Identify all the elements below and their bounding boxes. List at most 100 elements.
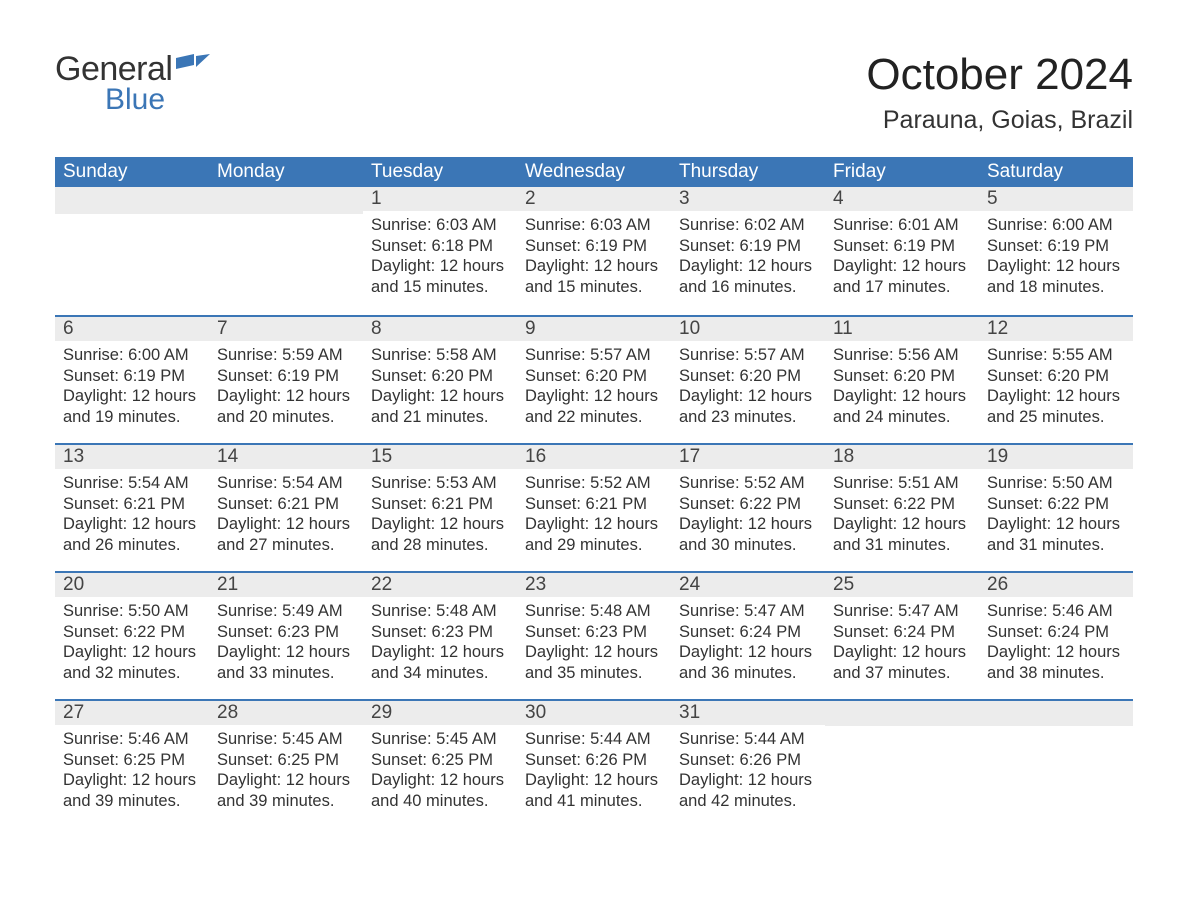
sunrise-line: Sunrise: 5:47 AM: [679, 601, 817, 622]
daylight-line: Daylight: 12 hours and 39 minutes.: [217, 770, 355, 811]
day-body: Sunrise: 5:48 AMSunset: 6:23 PMDaylight:…: [517, 597, 671, 690]
day-body: Sunrise: 5:45 AMSunset: 6:25 PMDaylight:…: [363, 725, 517, 818]
sunrise-line: Sunrise: 6:01 AM: [833, 215, 971, 236]
day-number: 7: [209, 315, 363, 341]
sunrise-line: Sunrise: 6:00 AM: [987, 215, 1125, 236]
day-body: Sunrise: 5:46 AMSunset: 6:25 PMDaylight:…: [55, 725, 209, 818]
sunset-line: Sunset: 6:25 PM: [217, 750, 355, 771]
day-body: Sunrise: 5:44 AMSunset: 6:26 PMDaylight:…: [517, 725, 671, 818]
sunset-line: Sunset: 6:22 PM: [63, 622, 201, 643]
calendar-cell: 26Sunrise: 5:46 AMSunset: 6:24 PMDayligh…: [979, 571, 1133, 699]
calendar-cell: 31Sunrise: 5:44 AMSunset: 6:26 PMDayligh…: [671, 699, 825, 827]
day-number: 16: [517, 443, 671, 469]
empty-daynum-bar: [979, 699, 1133, 726]
day-number: 14: [209, 443, 363, 469]
sunset-line: Sunset: 6:20 PM: [833, 366, 971, 387]
day-number: 15: [363, 443, 517, 469]
daylight-line: Daylight: 12 hours and 36 minutes.: [679, 642, 817, 683]
sunset-line: Sunset: 6:20 PM: [525, 366, 663, 387]
calendar-cell: 12 Sunrise: 5:55 AMSunset: 6:20 PMDayligh…: [979, 315, 1133, 443]
calendar-cell: [209, 187, 363, 315]
sunset-line: Sunset: 6:21 PM: [217, 494, 355, 515]
calendar-cell: 1Sunrise: 6:03 AMSunset: 6:18 PMDaylight…: [363, 187, 517, 315]
daylight-line: Daylight: 12 hours and 27 minutes.: [217, 514, 355, 555]
day-body: Sunrise: 5:47 AMSunset: 6:24 PMDaylight:…: [671, 597, 825, 690]
day-body: Sunrise: 5:57 AMSunset: 6:20 PMDaylight:…: [517, 341, 671, 434]
calendar-cell: 8Sunrise: 5:58 AMSunset: 6:20 PMDaylight…: [363, 315, 517, 443]
day-body: Sunrise: 6:03 AMSunset: 6:19 PMDaylight:…: [517, 211, 671, 304]
sunrise-line: Sunrise: 5:51 AM: [833, 473, 971, 494]
calendar-cell: 25Sunrise: 5:47 AMSunset: 6:24 PMDayligh…: [825, 571, 979, 699]
day-body: Sunrise: 5:54 AMSunset: 6:21 PMDaylight:…: [55, 469, 209, 562]
sunrise-line: Sunrise: 5:58 AM: [371, 345, 509, 366]
calendar-cell: 7Sunrise: 5:59 AMSunset: 6:19 PMDaylight…: [209, 315, 363, 443]
calendar-cell: [825, 699, 979, 827]
day-body: Sunrise: 5:58 AMSunset: 6:20 PMDaylight:…: [363, 341, 517, 434]
day-number: 10: [671, 315, 825, 341]
day-number: 19: [979, 443, 1133, 469]
daylight-line: Daylight: 12 hours and 17 minutes.: [833, 256, 971, 297]
sunrise-line: Sunrise: 5:45 AM: [217, 729, 355, 750]
calendar-cell: [55, 187, 209, 315]
day-number: 28: [209, 699, 363, 725]
sunrise-line: Sunrise: 5:47 AM: [833, 601, 971, 622]
calendar-week-row: 1Sunrise: 6:03 AMSunset: 6:18 PMDaylight…: [55, 187, 1133, 315]
calendar-cell: 3Sunrise: 6:02 AMSunset: 6:19 PMDaylight…: [671, 187, 825, 315]
logo-flag-icon: [176, 54, 210, 81]
daylight-line: Daylight: 12 hours and 31 minutes.: [833, 514, 971, 555]
day-number: 3: [671, 187, 825, 211]
header-right: October 2024 Parauna, Goias, Brazil: [866, 50, 1133, 135]
calendar-cell: 9Sunrise: 5:57 AMSunset: 6:20 PMDaylight…: [517, 315, 671, 443]
daylight-line: Daylight: 12 hours and 34 minutes.: [371, 642, 509, 683]
day-body: Sunrise: 5:49 AMSunset: 6:23 PMDaylight:…: [209, 597, 363, 690]
weekday-header: Monday: [209, 157, 363, 187]
calendar-cell: 6Sunrise: 6:00 AMSunset: 6:19 PMDaylight…: [55, 315, 209, 443]
weekday-header: Sunday: [55, 157, 209, 187]
daylight-line: Daylight: 12 hours and 19 minutes.: [63, 386, 201, 427]
day-body: Sunrise: 6:00 AMSunset: 6:19 PMDaylight:…: [979, 211, 1133, 304]
daylight-line: Daylight: 12 hours and 37 minutes.: [833, 642, 971, 683]
day-number: 9: [517, 315, 671, 341]
day-number: 30: [517, 699, 671, 725]
sunset-line: Sunset: 6:24 PM: [679, 622, 817, 643]
day-number: 1: [363, 187, 517, 211]
sunset-line: Sunset: 6:23 PM: [525, 622, 663, 643]
day-number: 12: [979, 315, 1133, 341]
daylight-line: Daylight: 12 hours and 24 minutes.: [833, 386, 971, 427]
logo: General Blue: [55, 50, 210, 117]
sunset-line: Sunset: 6:24 PM: [833, 622, 971, 643]
sunset-line: Sunset: 6:21 PM: [63, 494, 201, 515]
calendar-week-row: 27Sunrise: 5:46 AMSunset: 6:25 PMDayligh…: [55, 699, 1133, 827]
day-body: Sunrise: 6:02 AMSunset: 6:19 PMDaylight:…: [671, 211, 825, 304]
weekday-header: Wednesday: [517, 157, 671, 187]
daylight-line: Daylight: 12 hours and 25 minutes.: [987, 386, 1125, 427]
sunrise-line: Sunrise: 6:03 AM: [371, 215, 509, 236]
day-body: Sunrise: 5:59 AMSunset: 6:19 PMDaylight:…: [209, 341, 363, 434]
sunrise-line: Sunrise: 5:48 AM: [525, 601, 663, 622]
sunset-line: Sunset: 6:22 PM: [987, 494, 1125, 515]
calendar-cell: 23Sunrise: 5:48 AMSunset: 6:23 PMDayligh…: [517, 571, 671, 699]
calendar-cell: 4Sunrise: 6:01 AMSunset: 6:19 PMDaylight…: [825, 187, 979, 315]
sunrise-line: Sunrise: 5:48 AM: [371, 601, 509, 622]
sunrise-line: Sunrise: 6:03 AM: [525, 215, 663, 236]
sunset-line: Sunset: 6:19 PM: [833, 236, 971, 257]
daylight-line: Daylight: 12 hours and 15 minutes.: [525, 256, 663, 297]
sunset-line: Sunset: 6:19 PM: [63, 366, 201, 387]
sunset-line: Sunset: 6:25 PM: [371, 750, 509, 771]
day-body: Sunrise: 5:53 AMSunset: 6:21 PMDaylight:…: [363, 469, 517, 562]
daylight-line: Daylight: 12 hours and 35 minutes.: [525, 642, 663, 683]
sunset-line: Sunset: 6:20 PM: [987, 366, 1125, 387]
sunrise-line: Sunrise: 5:54 AM: [63, 473, 201, 494]
calendar-cell: 5Sunrise: 6:00 AMSunset: 6:19 PMDaylight…: [979, 187, 1133, 315]
daylight-line: Daylight: 12 hours and 23 minutes.: [679, 386, 817, 427]
day-body: Sunrise: 5:57 AMSunset: 6:20 PMDaylight:…: [671, 341, 825, 434]
day-body: Sunrise: 5:50 AMSunset: 6:22 PMDaylight:…: [55, 597, 209, 690]
day-number: 2: [517, 187, 671, 211]
calendar-table: SundayMondayTuesdayWednesdayThursdayFrid…: [55, 157, 1133, 827]
sunrise-line: Sunrise: 5:56 AM: [833, 345, 971, 366]
sunrise-line: Sunrise: 5:55 AM: [987, 345, 1125, 366]
daylight-line: Daylight: 12 hours and 40 minutes.: [371, 770, 509, 811]
daylight-line: Daylight: 12 hours and 16 minutes.: [679, 256, 817, 297]
sunrise-line: Sunrise: 5:54 AM: [217, 473, 355, 494]
day-number: 8: [363, 315, 517, 341]
